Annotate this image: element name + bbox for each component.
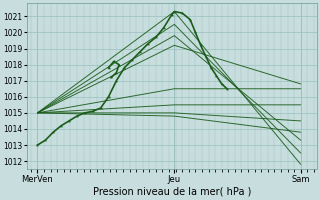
X-axis label: Pression niveau de la mer( hPa ): Pression niveau de la mer( hPa )	[92, 187, 251, 197]
